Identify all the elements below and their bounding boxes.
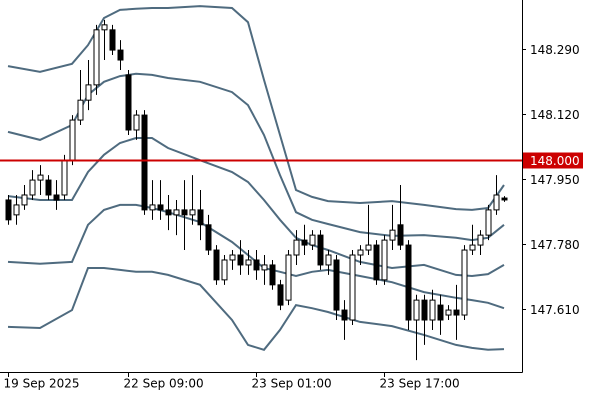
candle-body <box>117 49 124 61</box>
candle-body <box>37 174 44 181</box>
y-tick-label: 147.610 <box>530 303 580 317</box>
candle-body <box>181 209 188 216</box>
candle-body <box>109 29 116 51</box>
candle-body <box>77 99 84 121</box>
candle-body <box>229 254 236 261</box>
candle-body <box>29 179 36 196</box>
candle-body <box>421 299 428 321</box>
candle-body <box>133 114 140 131</box>
candle-body <box>13 204 20 216</box>
candle-body <box>437 304 444 321</box>
candle-body <box>205 224 212 251</box>
candle-body <box>413 299 420 321</box>
candle-body <box>101 24 108 31</box>
x-tick-label: 19 Sep 2025 <box>4 377 80 391</box>
y-tick-label: 148.120 <box>530 108 580 122</box>
candle-body <box>453 309 460 316</box>
band-line <box>7 267 505 351</box>
candle-body <box>269 264 276 286</box>
x-tick-label: 23 Sep 17:00 <box>380 377 460 391</box>
candle-body <box>461 249 468 316</box>
candle-body <box>469 244 476 251</box>
candle-body <box>493 194 500 211</box>
candle-body <box>261 264 268 271</box>
y-tick-label: 148.290 <box>530 43 580 57</box>
candle-body <box>149 204 156 211</box>
candle-body <box>21 194 28 206</box>
candle-body <box>165 209 172 216</box>
candle-body <box>445 309 452 316</box>
candle-body <box>61 159 68 196</box>
candle-body <box>365 244 372 251</box>
candle-body <box>357 249 364 256</box>
candle-body <box>237 254 244 266</box>
x-tick-label: 23 Sep 01:00 <box>252 377 332 391</box>
band-line <box>7 137 505 278</box>
candle-body <box>333 259 340 311</box>
candle-body <box>53 194 60 201</box>
candle-body <box>309 234 316 246</box>
candle-body <box>429 299 436 321</box>
candle-body <box>253 259 260 271</box>
candle-body <box>85 84 92 101</box>
candle-body <box>5 199 12 221</box>
candle-body <box>301 239 308 246</box>
band-line <box>7 72 505 242</box>
candle-body <box>277 284 284 306</box>
candle-body <box>245 259 252 266</box>
candle-body <box>173 209 180 216</box>
candle-body <box>293 239 300 256</box>
candle-body <box>317 234 324 266</box>
candle-body <box>157 204 164 211</box>
y-tick-label: 147.780 <box>530 238 580 252</box>
candle-body <box>485 209 492 236</box>
candle-body <box>189 209 196 216</box>
x-tick-label: 22 Sep 09:00 <box>124 377 204 391</box>
candle-body <box>197 209 204 226</box>
candle-body <box>221 259 228 281</box>
candle-body <box>349 254 356 321</box>
candle-body <box>373 244 380 281</box>
candle-body <box>285 254 292 301</box>
candle-body <box>125 74 132 131</box>
candle-body <box>141 114 148 211</box>
candle-body <box>45 179 52 196</box>
candle-body <box>213 249 220 281</box>
candle-body <box>93 29 100 86</box>
candle-body <box>381 239 388 281</box>
candle-body <box>389 229 396 241</box>
level-label-box <box>523 152 583 169</box>
candle-body <box>341 309 348 321</box>
candle-body <box>405 244 412 321</box>
candle-body <box>477 234 484 246</box>
y-tick-label: 147.950 <box>530 173 580 187</box>
candle-body <box>501 197 508 201</box>
candle-body <box>69 119 76 161</box>
candle-body <box>397 224 404 246</box>
level-label: 148.000 <box>530 154 580 168</box>
band-line <box>7 5 505 211</box>
candle-body <box>325 254 332 266</box>
